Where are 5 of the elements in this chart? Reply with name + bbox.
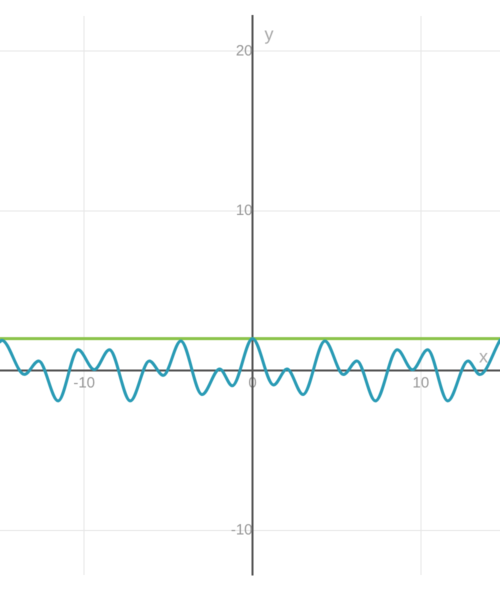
y-axis-title: y — [264, 24, 274, 44]
x-tick-label: 10 — [412, 374, 430, 392]
line-series — [0, 337, 500, 402]
x-tick-label: -10 — [73, 374, 96, 392]
x-axis-title: x — [479, 346, 488, 367]
